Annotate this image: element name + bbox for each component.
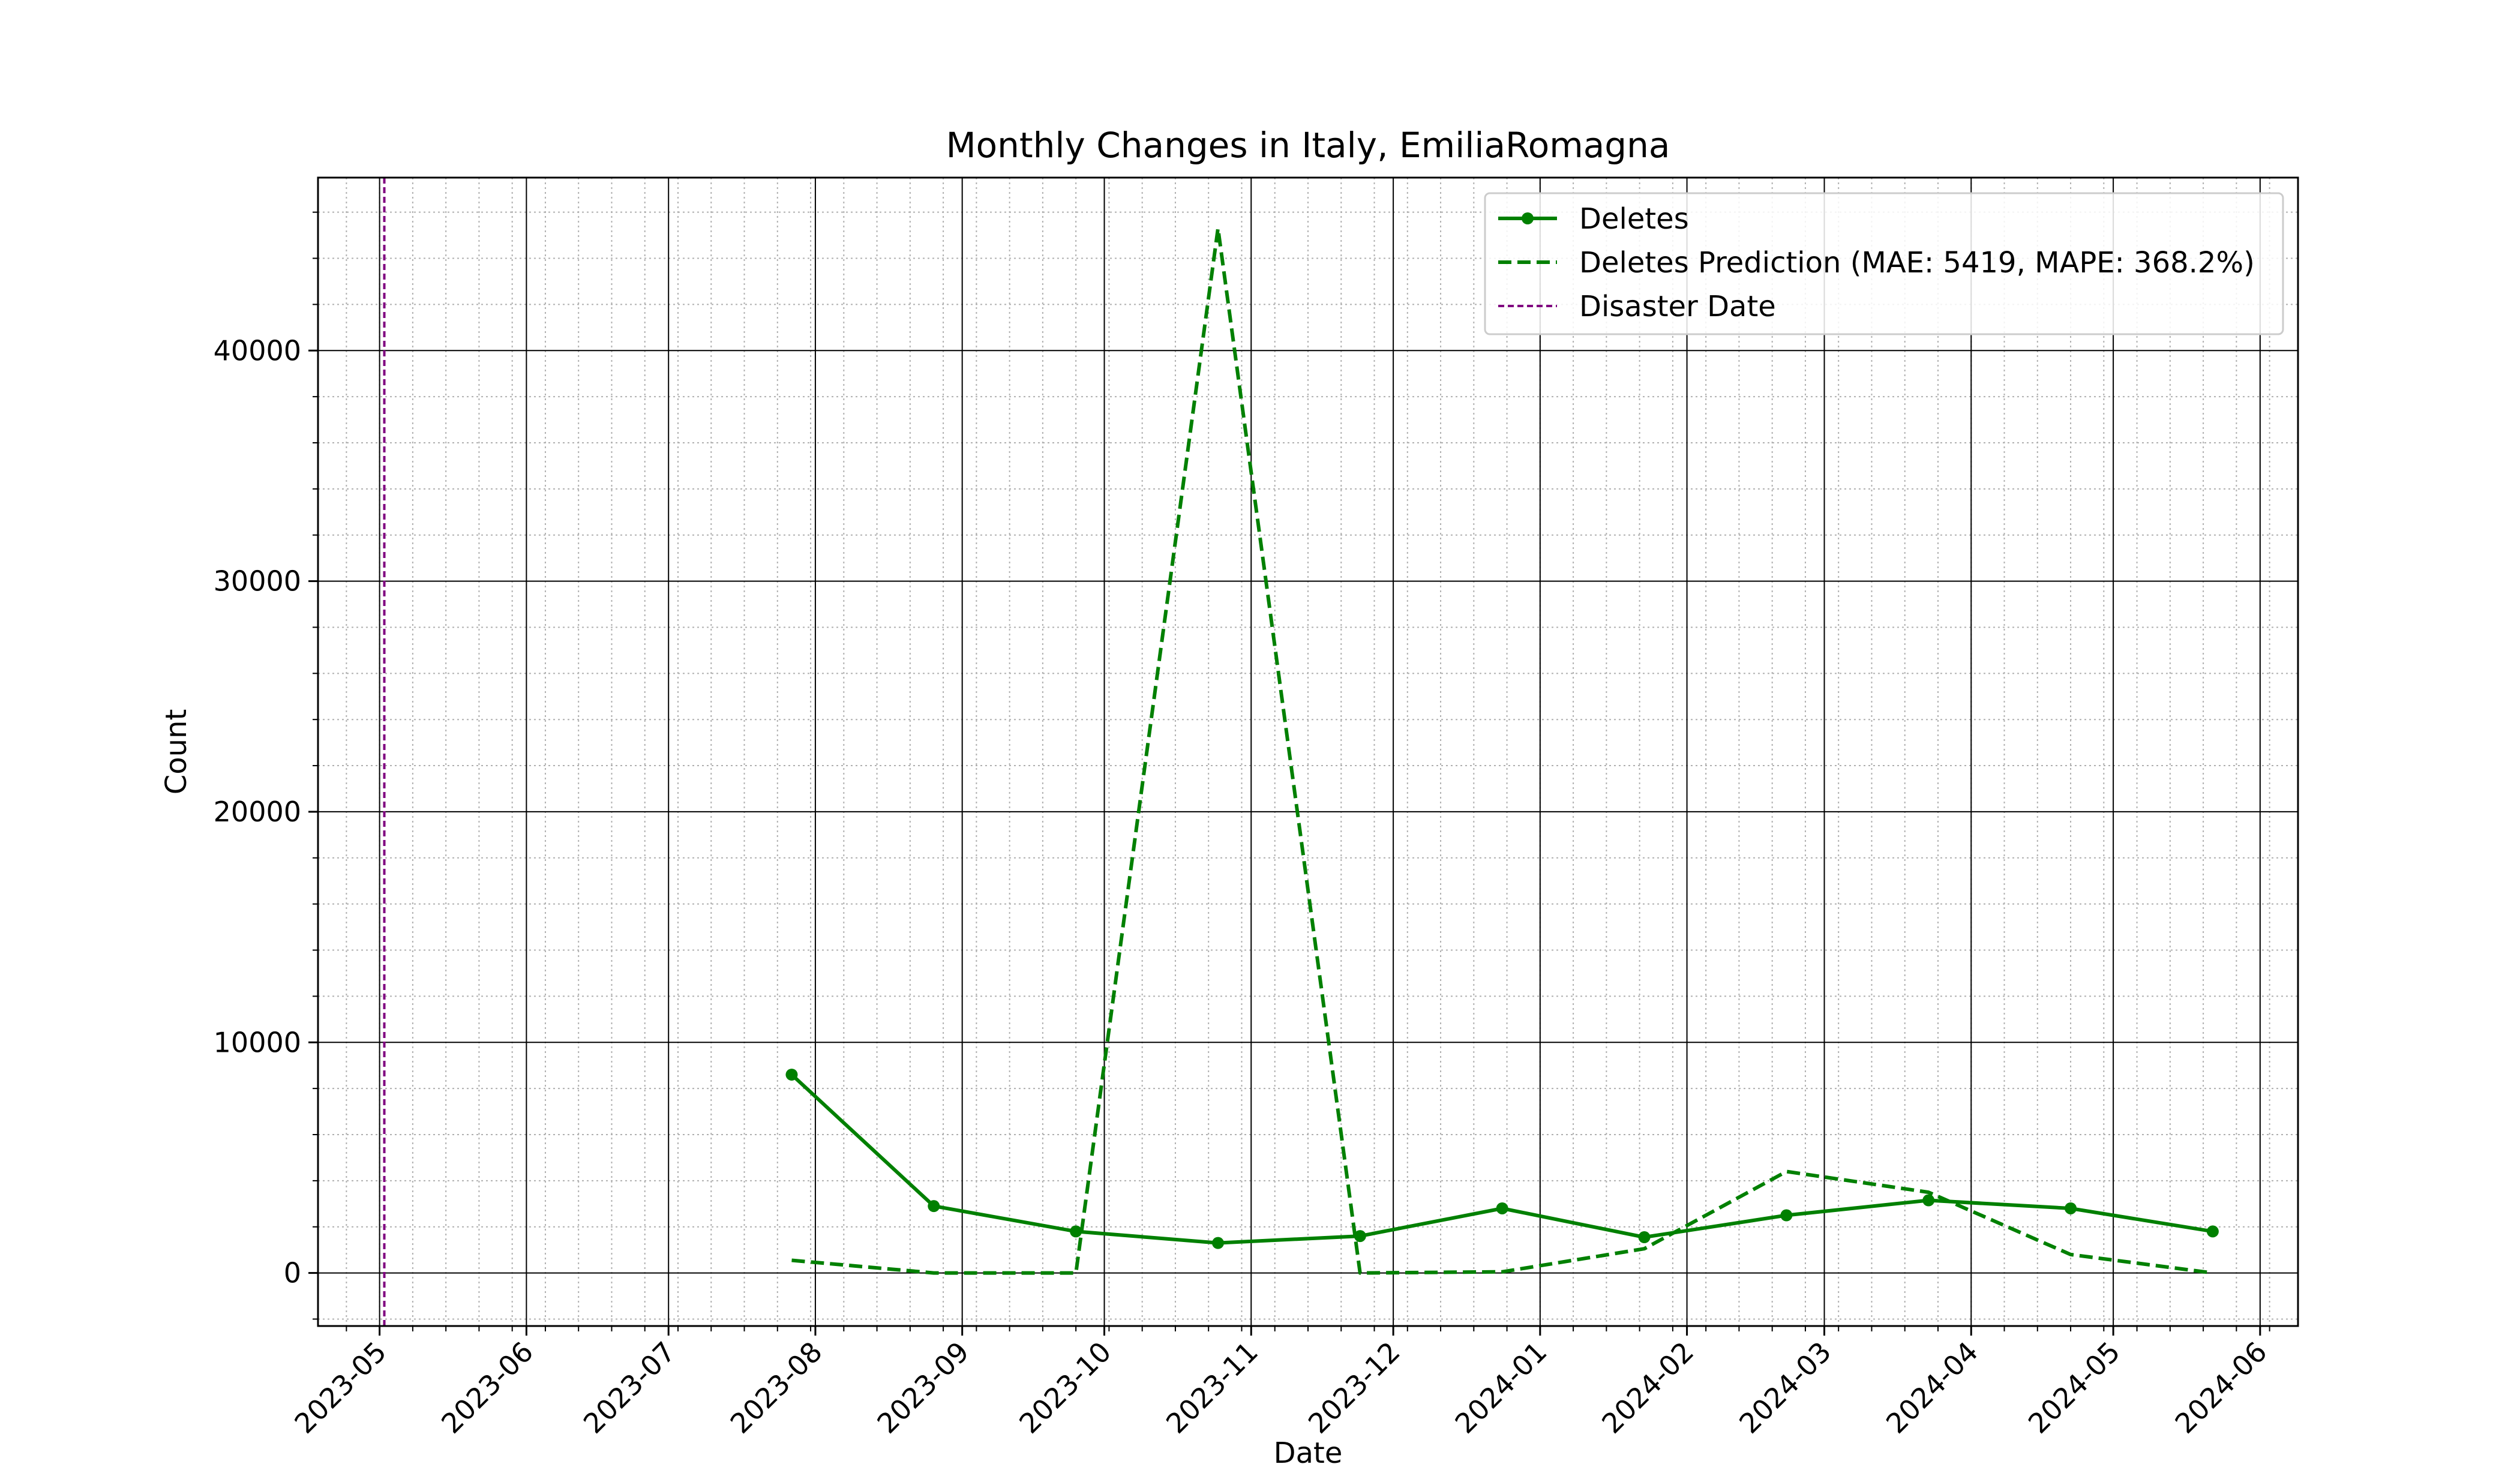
deletes-point [1496, 1202, 1508, 1214]
y-axis-label: Count [160, 709, 193, 795]
y-tick-label: 0 [284, 1257, 301, 1289]
deletes-point [785, 1069, 797, 1081]
deletes-point [928, 1200, 940, 1212]
deletes-point [1780, 1210, 1792, 1222]
legend-deletes-marker [1522, 212, 1534, 224]
y-tick-label: 30000 [214, 565, 301, 598]
y-tick-label: 40000 [214, 334, 301, 367]
legend-deletes-prediction-label: Deletes Prediction (MAE: 5419, MAPE: 368… [1579, 246, 2255, 280]
deletes-point [1212, 1237, 1224, 1249]
y-tick-label: 10000 [214, 1026, 301, 1058]
deletes-point [1639, 1231, 1651, 1243]
chart-title: Monthly Changes in Italy, EmiliaRomagna [946, 125, 1670, 166]
y-tick-label: 20000 [214, 796, 301, 828]
x-axis-label: Date [1274, 1436, 1343, 1470]
legend-disaster-date-label: Disaster Date [1579, 290, 1776, 323]
deletes-point [2207, 1225, 2219, 1237]
deletes-point [1922, 1195, 1934, 1207]
legend-deletes-label: Deletes [1579, 202, 1689, 236]
deletes-point [2065, 1202, 2077, 1214]
legend: Deletes Deletes Prediction (MAE: 5419, MA… [1485, 193, 2283, 334]
